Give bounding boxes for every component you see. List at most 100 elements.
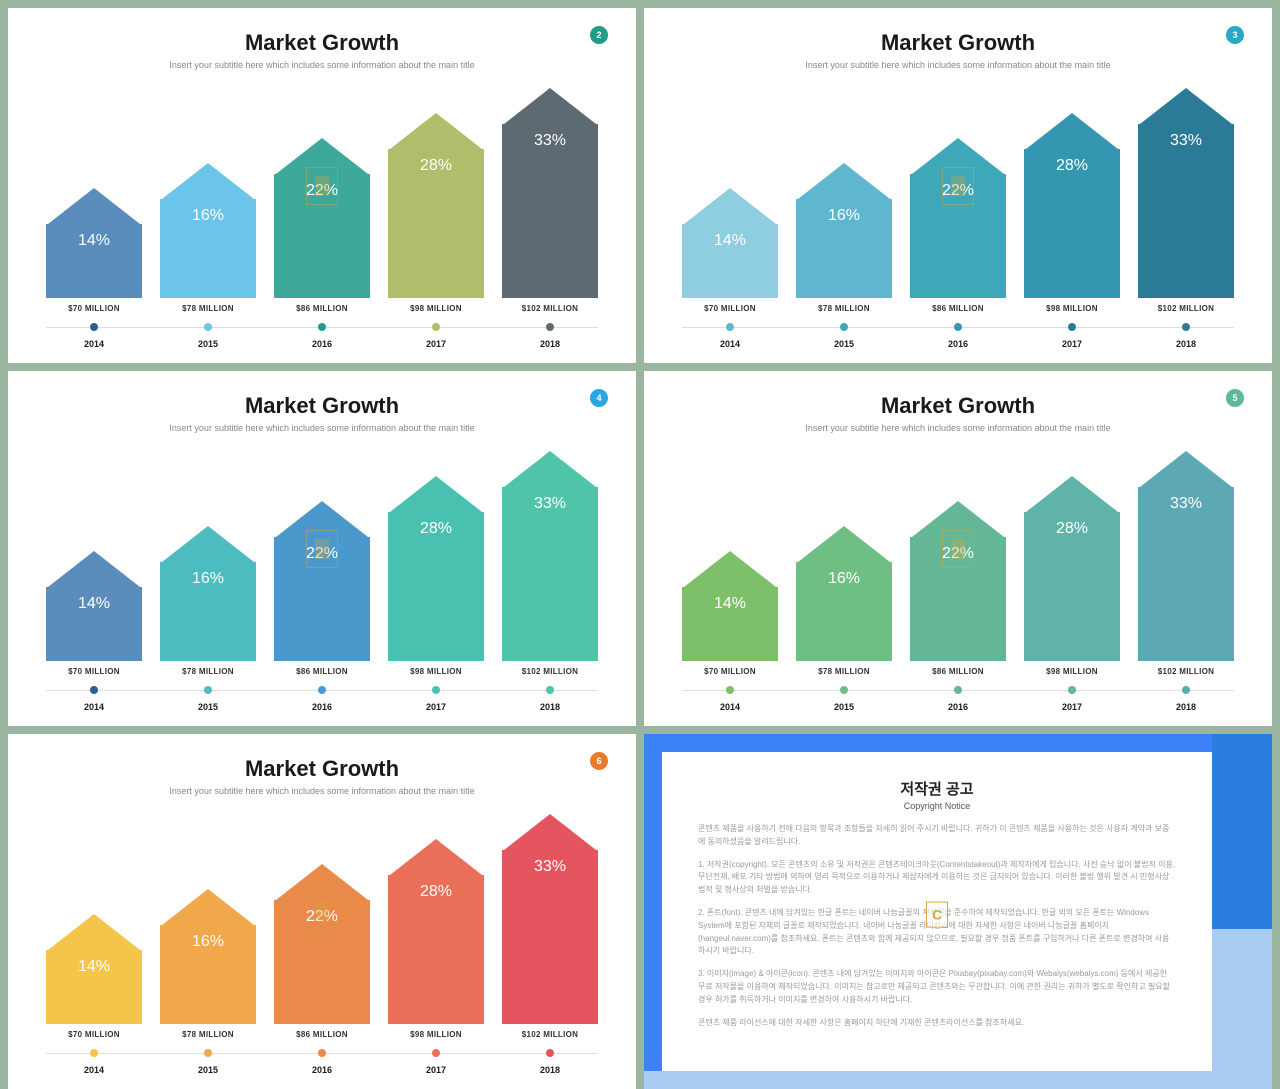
slide-number-badge: 2 (590, 26, 608, 44)
arrow-percent-label: 33% (1138, 132, 1234, 150)
timeline-dot (204, 323, 212, 331)
chart-slide: 6Market GrowthInsert your subtitle here … (8, 734, 636, 1089)
year-label: 2016 (910, 702, 1006, 712)
chart-slide: 4Market GrowthInsert your subtitle here … (8, 371, 636, 726)
arrow-bar: 22% (274, 138, 370, 298)
year-label: 2017 (388, 1065, 484, 1075)
year-row: 20142015201620172018 (672, 333, 1244, 349)
timeline-dot (318, 686, 326, 694)
value-label: $98 MILLION (388, 1030, 484, 1039)
arrow-bar: 14% (46, 551, 142, 661)
value-label: $78 MILLION (160, 1030, 256, 1039)
year-label: 2015 (796, 702, 892, 712)
arrow-percent-label: 33% (502, 495, 598, 513)
year-label: 2017 (1024, 339, 1120, 349)
arrow-percent-label: 28% (1024, 157, 1120, 175)
arrow-chart: 14% 16% 22% 28% 33% (672, 70, 1244, 298)
arrow-bar: 33% (502, 814, 598, 1024)
arrow-chart: 14%16% 22% 28% 33% (36, 433, 608, 661)
arrow-chart: 14%16%22%28%33% (672, 433, 1244, 661)
value-label: $86 MILLION (274, 667, 370, 676)
year-label: 2014 (46, 339, 142, 349)
arrow-percent-label: 22% (274, 545, 370, 563)
timeline-dot (204, 1049, 212, 1057)
arrow-bar: 16% (160, 163, 256, 298)
year-label: 2016 (274, 339, 370, 349)
timeline-dot (546, 323, 554, 331)
value-label: $102 MILLION (1138, 667, 1234, 676)
slide-title: Market Growth (36, 30, 608, 56)
timeline-dot (840, 323, 848, 331)
arrow-bar: 16% (796, 163, 892, 298)
year-label: 2014 (46, 702, 142, 712)
arrow-bar: 16% (160, 526, 256, 661)
timeline-dot (90, 323, 98, 331)
year-label: 2017 (388, 339, 484, 349)
arrow-bar: 28% (388, 839, 484, 1024)
arrow-percent-label: 22% (274, 182, 370, 200)
timeline (46, 1047, 598, 1059)
year-label: 2018 (1138, 702, 1234, 712)
timeline-dot (1068, 686, 1076, 694)
arrow-percent-label: 28% (388, 520, 484, 538)
value-label: $70 MILLION (46, 304, 142, 313)
timeline-dot (1068, 323, 1076, 331)
value-label: $78 MILLION (796, 667, 892, 676)
arrow-bar: 16% (160, 889, 256, 1024)
year-row: 20142015201620172018 (36, 333, 608, 349)
timeline-dot (1182, 323, 1190, 331)
copyright-paragraph: 1. 저작권(copyright). 모든 콘텐츠의 소유 및 저작권은 콘텐츠… (698, 859, 1176, 897)
arrow-percent-label: 14% (46, 232, 142, 250)
year-label: 2016 (274, 1065, 370, 1075)
slide-title: Market Growth (36, 393, 608, 419)
slide-title: Market Growth (672, 30, 1244, 56)
copyright-paragraph: 콘텐츠 제품 라이선스에 대한 자세한 사항은 홈페이지 하단에 기재한 콘텐츠… (698, 1017, 1176, 1030)
timeline-dot (90, 686, 98, 694)
year-label: 2015 (160, 1065, 256, 1075)
timeline (46, 684, 598, 696)
value-label: $70 MILLION (682, 304, 778, 313)
timeline-dot (318, 1049, 326, 1057)
value-label: $86 MILLION (910, 304, 1006, 313)
arrow-bar: 22% (910, 501, 1006, 661)
value-row: $70 MILLION$78 MILLION$86 MILLION$98 MIL… (36, 1024, 608, 1039)
timeline-dot (204, 686, 212, 694)
slide-subtitle: Insert your subtitle here which includes… (672, 423, 1244, 433)
value-label: $86 MILLION (274, 304, 370, 313)
value-row: $70 MILLION$78 MILLION$86 MILLION$98 MIL… (672, 661, 1244, 676)
arrow-bar: 33% (1138, 88, 1234, 298)
arrow-bar: 14% (682, 188, 778, 298)
year-label: 2015 (160, 339, 256, 349)
chart-slide: 2Market Growth Insert your subtitle here … (8, 8, 636, 363)
value-label: $70 MILLION (682, 667, 778, 676)
value-label: $102 MILLION (502, 667, 598, 676)
value-label: $98 MILLION (1024, 304, 1120, 313)
year-row: 20142015201620172018 (672, 696, 1244, 712)
slide-subtitle: Insert your subtitle here which includes… (36, 60, 608, 70)
arrow-bar: 28% (388, 113, 484, 298)
year-label: 2015 (160, 702, 256, 712)
arrow-bar: 22% (274, 501, 370, 661)
timeline-dot (432, 686, 440, 694)
arrow-bar: 33% (502, 88, 598, 298)
slide-title: Market Growth (672, 393, 1244, 419)
arrow-percent-label: 16% (160, 207, 256, 225)
arrow-percent-label: 22% (910, 182, 1006, 200)
year-label: 2017 (388, 702, 484, 712)
timeline-dot (318, 323, 326, 331)
arrow-bar: 14% (46, 914, 142, 1024)
arrow-percent-label: 28% (388, 883, 484, 901)
arrow-chart: 14% 16% 22% 28%33% (36, 70, 608, 298)
chart-slide: 3Market GrowthInsert your subtitle here … (644, 8, 1272, 363)
arrow-percent-label: 16% (796, 207, 892, 225)
arrow-bar: 14% (682, 551, 778, 661)
slide-title: Market Growth (36, 756, 608, 782)
timeline-dot (1182, 686, 1190, 694)
slide-number-badge: 3 (1226, 26, 1244, 44)
arrow-percent-label: 14% (46, 958, 142, 976)
slide-number-badge: 4 (590, 389, 608, 407)
timeline-dot (954, 686, 962, 694)
year-label: 2017 (1024, 702, 1120, 712)
value-label: $70 MILLION (46, 1030, 142, 1039)
timeline-dot (546, 686, 554, 694)
